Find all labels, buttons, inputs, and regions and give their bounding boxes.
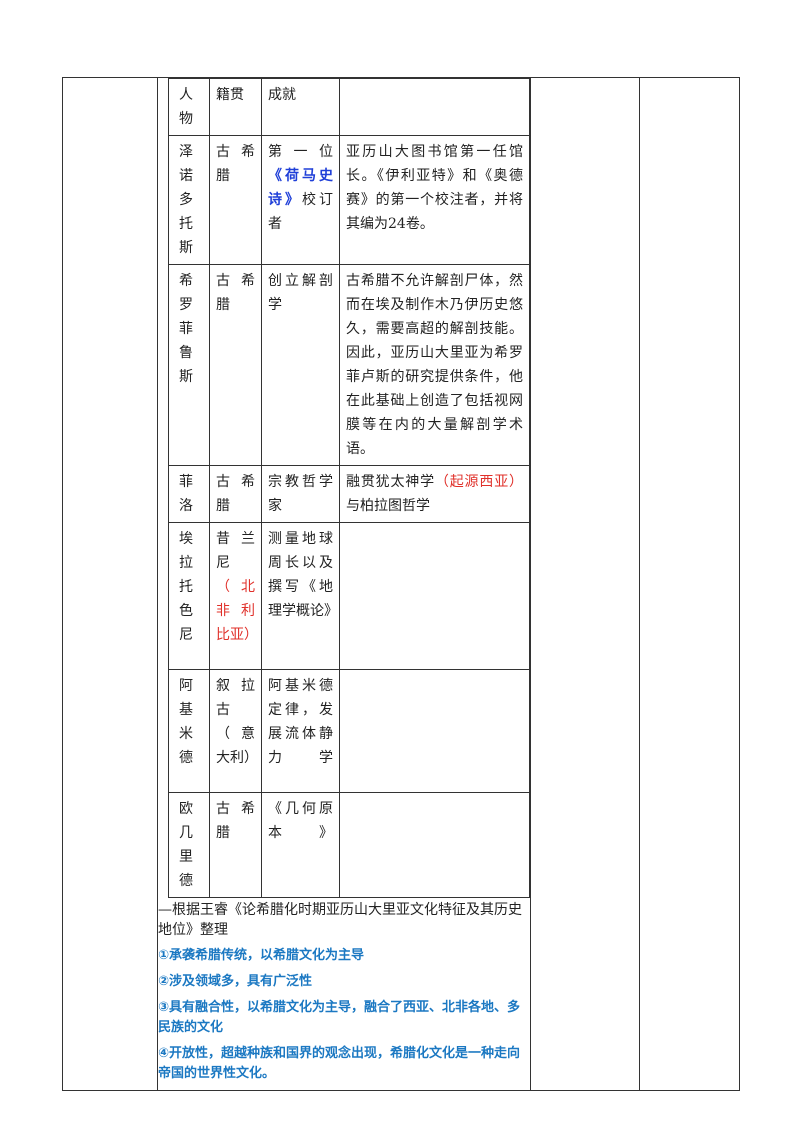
cell-text: 宗教哲学家 (268, 474, 333, 514)
key-point: ①承袭希腊传统，以希腊文化为主导 (158, 948, 365, 963)
key-point: ②涉及领域多，具有广泛性 (158, 974, 313, 989)
table-row: 泽诺多托斯 古希腊 第一位《荷马史诗》校订者 亚历山大图书馆第一任馆长。《伊利亚特》和… (168, 135, 530, 265)
table-cell: 人物 (168, 78, 210, 136)
cell-text: （北非利比亚） (216, 579, 258, 643)
table-cell: 叙拉古（意大利） (209, 669, 262, 793)
cell-text: 《几何原本》 (268, 801, 333, 841)
table-cell: 成就 (261, 78, 340, 136)
table-cell: 籍贯 (209, 78, 262, 136)
cell-text: 亚历山大图书馆第一任馆长。《伊利亚特》和《奥德赛》的第一个校注者，并将其编为24… (346, 144, 523, 232)
cell-text: 与柏拉图哲学 (346, 498, 430, 514)
table-cell: 古希腊 (209, 135, 262, 265)
table-row: 希罗菲鲁斯 古希腊 创立解剖学 古希腊不允许解剖尸体，然而在埃及制作木乃伊历史悠久，需… (168, 264, 530, 466)
table-cell: 埃拉托色尼 (168, 522, 210, 670)
cell-text: 创立解剖学 (268, 273, 333, 313)
cell-text: 成就 (268, 87, 296, 103)
cell-text: 古希腊 (216, 144, 255, 184)
table-row: 菲洛 古希腊 宗教哲学家 融贯犹太神学（起源西亚）与柏拉图哲学 (168, 465, 530, 523)
table-cell: 昔兰尼 （北非利比亚） (209, 522, 262, 670)
table-cell: 阿基米德 (168, 669, 210, 793)
cell-text: （起源西亚） (434, 474, 524, 490)
cell-text: 《荷马史诗》 (268, 168, 333, 208)
outer-cell: 人物 籍贯 成就 泽诺多托斯 古希腊 第一位《荷马史诗》校订者 亚历山大图书馆第一任馆长。《… (157, 77, 531, 1091)
table-cell (339, 792, 530, 898)
table-cell (339, 78, 530, 136)
cell-text: 阿基米德定律，发展流体静力学 (268, 678, 333, 766)
table-row: 阿基米德 叙拉古（意大利） 阿基米德定律，发展流体静力学 (168, 669, 530, 793)
cell-text: 菲洛 (179, 474, 193, 514)
key-point: ④开放性，超越种族和国界的观念出现，希腊化文化是一种走向帝国的世界性文化。 (158, 1046, 521, 1081)
table-cell (339, 522, 530, 670)
inner-table: 人物 籍贯 成就 泽诺多托斯 古希腊 第一位《荷马史诗》校订者 亚历山大图书馆第一任馆长。《… (168, 78, 530, 898)
outer-cell (62, 77, 158, 1091)
table-cell: 古希腊不允许解剖尸体，然而在埃及制作木乃伊历史悠久，需要高超的解剖技能。因此，亚… (339, 264, 530, 466)
table-cell: 欧几里德 (168, 792, 210, 898)
cell-text: 融贯犹太神学 (346, 474, 435, 490)
cell-text: 泽诺多托斯 (179, 144, 193, 256)
cell-text: 古希腊 (216, 273, 255, 313)
cell-text: 测量地球周长以及撰写《地理学概论》 (268, 531, 338, 619)
table-cell: 阿基米德定律，发展流体静力学 (261, 669, 340, 793)
notes: —根据王睿《论希腊化时期亚历山大里亚文化特征及其历史地位》整理 ①承袭希腊传统，以… (158, 898, 528, 1084)
cell-text: 昔兰尼 (216, 531, 255, 571)
cell-text: 希罗菲鲁斯 (179, 273, 193, 385)
table-cell: 古希腊 (209, 264, 262, 466)
table-cell: 创立解剖学 (261, 264, 340, 466)
table-cell: 测量地球周长以及撰写《地理学概论》 (261, 522, 340, 670)
cell-text: 第一位 (268, 144, 333, 160)
outer-cell (639, 77, 740, 1091)
cell-text: 校订者 (268, 192, 333, 232)
cell-text: 古希腊不允许解剖尸体，然而在埃及制作木乃伊历史悠久，需要高超的解剖技能。因此，亚… (346, 273, 523, 457)
table-cell: 泽诺多托斯 (168, 135, 210, 265)
key-point: ③具有融合性，以希腊文化为主导，融合了西亚、北非各地、多民族的文化 (158, 1000, 521, 1035)
table-cell: 第一位《荷马史诗》校订者 (261, 135, 340, 265)
table-row: 人物 籍贯 成就 (168, 78, 530, 136)
table-cell: 古希腊 (209, 792, 262, 898)
table-cell: 《几何原本》 (261, 792, 340, 898)
cell-text: 埃拉托色尼 (179, 531, 193, 643)
table-cell: 希罗菲鲁斯 (168, 264, 210, 466)
cell-text: 阿基米德 (179, 678, 193, 766)
source-note: —根据王睿《论希腊化时期亚历山大里亚文化特征及其历史地位》整理 (158, 902, 522, 938)
table-cell: 亚历山大图书馆第一任馆长。《伊利亚特》和《奥德赛》的第一个校注者，并将其编为24… (339, 135, 530, 265)
table-row: 欧几里德 古希腊 《几何原本》 (168, 792, 530, 898)
table-cell: 宗教哲学家 (261, 465, 340, 523)
outer-cell (530, 77, 640, 1091)
table-cell: 古希腊 (209, 465, 262, 523)
outer-table: 人物 籍贯 成就 泽诺多托斯 古希腊 第一位《荷马史诗》校订者 亚历山大图书馆第一任馆长。《… (62, 77, 740, 1091)
cell-text: 欧几里德 (179, 801, 193, 889)
cell-text: 籍贯 (216, 87, 244, 103)
cell-text: 古希腊 (216, 801, 255, 841)
table-cell: 菲洛 (168, 465, 210, 523)
cell-text: 人物 (179, 87, 193, 127)
cell-text: 古希腊 (216, 474, 255, 514)
cell-text: 叙拉古（意大利） (216, 678, 258, 766)
table-row: 埃拉托色尼 昔兰尼 （北非利比亚） 测量地球周长以及撰写《地理学概论》 (168, 522, 530, 670)
table-cell (339, 669, 530, 793)
table-cell: 融贯犹太神学（起源西亚）与柏拉图哲学 (339, 465, 530, 523)
